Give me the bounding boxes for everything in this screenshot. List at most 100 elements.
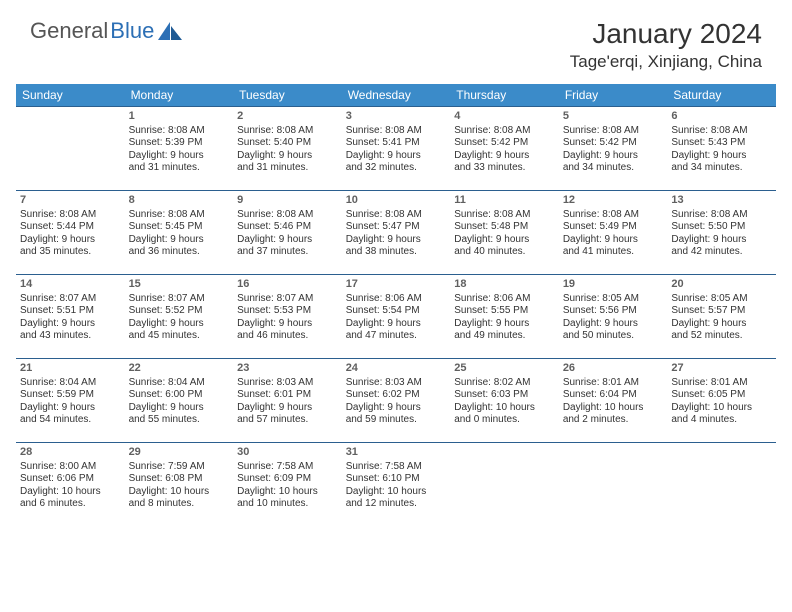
- sunrise-text: Sunrise: 8:08 AM: [237, 209, 338, 222]
- daylight-text: and 50 minutes.: [563, 330, 664, 343]
- sunrise-text: Sunrise: 7:58 AM: [237, 461, 338, 474]
- daylight-text: and 4 minutes.: [671, 414, 772, 427]
- day-number: 1: [129, 110, 230, 124]
- calendar-day-cell: 16Sunrise: 8:07 AMSunset: 5:53 PMDayligh…: [233, 275, 342, 359]
- calendar-day-cell: 29Sunrise: 7:59 AMSunset: 6:08 PMDayligh…: [125, 443, 234, 527]
- calendar-day-cell: 30Sunrise: 7:58 AMSunset: 6:09 PMDayligh…: [233, 443, 342, 527]
- daylight-text: Daylight: 9 hours: [671, 318, 772, 331]
- sunset-text: Sunset: 5:51 PM: [20, 305, 121, 318]
- sunrise-text: Sunrise: 8:07 AM: [129, 293, 230, 306]
- daylight-text: and 33 minutes.: [454, 162, 555, 175]
- daylight-text: Daylight: 9 hours: [20, 402, 121, 415]
- sunrise-text: Sunrise: 8:04 AM: [20, 377, 121, 390]
- day-number: 23: [237, 362, 338, 376]
- daylight-text: Daylight: 9 hours: [237, 150, 338, 163]
- sunset-text: Sunset: 6:10 PM: [346, 473, 447, 486]
- daylight-text: Daylight: 9 hours: [129, 318, 230, 331]
- daylight-text: Daylight: 10 hours: [237, 486, 338, 499]
- calendar-week-row: 21Sunrise: 8:04 AMSunset: 5:59 PMDayligh…: [16, 359, 776, 443]
- sunrise-text: Sunrise: 8:05 AM: [671, 293, 772, 306]
- daylight-text: and 47 minutes.: [346, 330, 447, 343]
- sunrise-text: Sunrise: 8:07 AM: [20, 293, 121, 306]
- day-header: Monday: [125, 84, 234, 107]
- calendar-empty-cell: [667, 443, 776, 527]
- daylight-text: Daylight: 9 hours: [346, 318, 447, 331]
- sunrise-text: Sunrise: 8:04 AM: [129, 377, 230, 390]
- daylight-text: and 6 minutes.: [20, 498, 121, 511]
- sunset-text: Sunset: 5:42 PM: [454, 137, 555, 150]
- calendar-empty-cell: [559, 443, 668, 527]
- day-number: 18: [454, 278, 555, 292]
- sunset-text: Sunset: 6:01 PM: [237, 389, 338, 402]
- daylight-text: and 35 minutes.: [20, 246, 121, 259]
- day-number: 12: [563, 194, 664, 208]
- calendar-empty-cell: [16, 107, 125, 191]
- sunset-text: Sunset: 5:57 PM: [671, 305, 772, 318]
- day-number: 17: [346, 278, 447, 292]
- daylight-text: and 43 minutes.: [20, 330, 121, 343]
- daylight-text: Daylight: 9 hours: [20, 234, 121, 247]
- logo-text-general: General: [30, 18, 108, 44]
- day-number: 21: [20, 362, 121, 376]
- sunrise-text: Sunrise: 8:08 AM: [20, 209, 121, 222]
- daylight-text: Daylight: 9 hours: [237, 234, 338, 247]
- sunset-text: Sunset: 5:42 PM: [563, 137, 664, 150]
- daylight-text: Daylight: 9 hours: [671, 150, 772, 163]
- sunset-text: Sunset: 5:56 PM: [563, 305, 664, 318]
- logo: General Blue: [30, 18, 184, 44]
- daylight-text: and 45 minutes.: [129, 330, 230, 343]
- calendar-header-row: SundayMondayTuesdayWednesdayThursdayFrid…: [16, 84, 776, 107]
- calendar-day-cell: 15Sunrise: 8:07 AMSunset: 5:52 PMDayligh…: [125, 275, 234, 359]
- sunrise-text: Sunrise: 8:08 AM: [563, 209, 664, 222]
- calendar-day-cell: 27Sunrise: 8:01 AMSunset: 6:05 PMDayligh…: [667, 359, 776, 443]
- calendar-week-row: 28Sunrise: 8:00 AMSunset: 6:06 PMDayligh…: [16, 443, 776, 527]
- daylight-text: and 40 minutes.: [454, 246, 555, 259]
- sunset-text: Sunset: 6:06 PM: [20, 473, 121, 486]
- daylight-text: Daylight: 9 hours: [671, 234, 772, 247]
- sunset-text: Sunset: 5:44 PM: [20, 221, 121, 234]
- daylight-text: and 49 minutes.: [454, 330, 555, 343]
- day-number: 22: [129, 362, 230, 376]
- daylight-text: and 31 minutes.: [129, 162, 230, 175]
- daylight-text: Daylight: 9 hours: [129, 402, 230, 415]
- calendar-day-cell: 3Sunrise: 8:08 AMSunset: 5:41 PMDaylight…: [342, 107, 451, 191]
- sunset-text: Sunset: 5:59 PM: [20, 389, 121, 402]
- day-number: 7: [20, 194, 121, 208]
- calendar-day-cell: 26Sunrise: 8:01 AMSunset: 6:04 PMDayligh…: [559, 359, 668, 443]
- daylight-text: Daylight: 9 hours: [346, 150, 447, 163]
- daylight-text: and 8 minutes.: [129, 498, 230, 511]
- daylight-text: and 55 minutes.: [129, 414, 230, 427]
- sunrise-text: Sunrise: 8:02 AM: [454, 377, 555, 390]
- sunrise-text: Sunrise: 7:59 AM: [129, 461, 230, 474]
- sunrise-text: Sunrise: 8:08 AM: [129, 209, 230, 222]
- day-number: 5: [563, 110, 664, 124]
- header: General Blue January 2024 Tage'erqi, Xin…: [0, 0, 792, 76]
- sunrise-text: Sunrise: 8:08 AM: [346, 125, 447, 138]
- day-number: 16: [237, 278, 338, 292]
- calendar-day-cell: 13Sunrise: 8:08 AMSunset: 5:50 PMDayligh…: [667, 191, 776, 275]
- sunset-text: Sunset: 5:54 PM: [346, 305, 447, 318]
- sunset-text: Sunset: 5:39 PM: [129, 137, 230, 150]
- daylight-text: and 36 minutes.: [129, 246, 230, 259]
- sunset-text: Sunset: 6:04 PM: [563, 389, 664, 402]
- day-number: 24: [346, 362, 447, 376]
- daylight-text: and 31 minutes.: [237, 162, 338, 175]
- sunset-text: Sunset: 6:00 PM: [129, 389, 230, 402]
- location-text: Tage'erqi, Xinjiang, China: [570, 52, 762, 72]
- sunset-text: Sunset: 5:40 PM: [237, 137, 338, 150]
- daylight-text: and 57 minutes.: [237, 414, 338, 427]
- sunset-text: Sunset: 5:45 PM: [129, 221, 230, 234]
- sail-icon: [158, 22, 184, 40]
- calendar-day-cell: 10Sunrise: 8:08 AMSunset: 5:47 PMDayligh…: [342, 191, 451, 275]
- daylight-text: and 34 minutes.: [563, 162, 664, 175]
- daylight-text: and 10 minutes.: [237, 498, 338, 511]
- daylight-text: Daylight: 10 hours: [454, 402, 555, 415]
- sunset-text: Sunset: 5:48 PM: [454, 221, 555, 234]
- daylight-text: Daylight: 9 hours: [454, 318, 555, 331]
- day-number: 29: [129, 446, 230, 460]
- calendar-day-cell: 7Sunrise: 8:08 AMSunset: 5:44 PMDaylight…: [16, 191, 125, 275]
- sunrise-text: Sunrise: 8:06 AM: [454, 293, 555, 306]
- day-number: 28: [20, 446, 121, 460]
- day-number: 2: [237, 110, 338, 124]
- sunset-text: Sunset: 6:05 PM: [671, 389, 772, 402]
